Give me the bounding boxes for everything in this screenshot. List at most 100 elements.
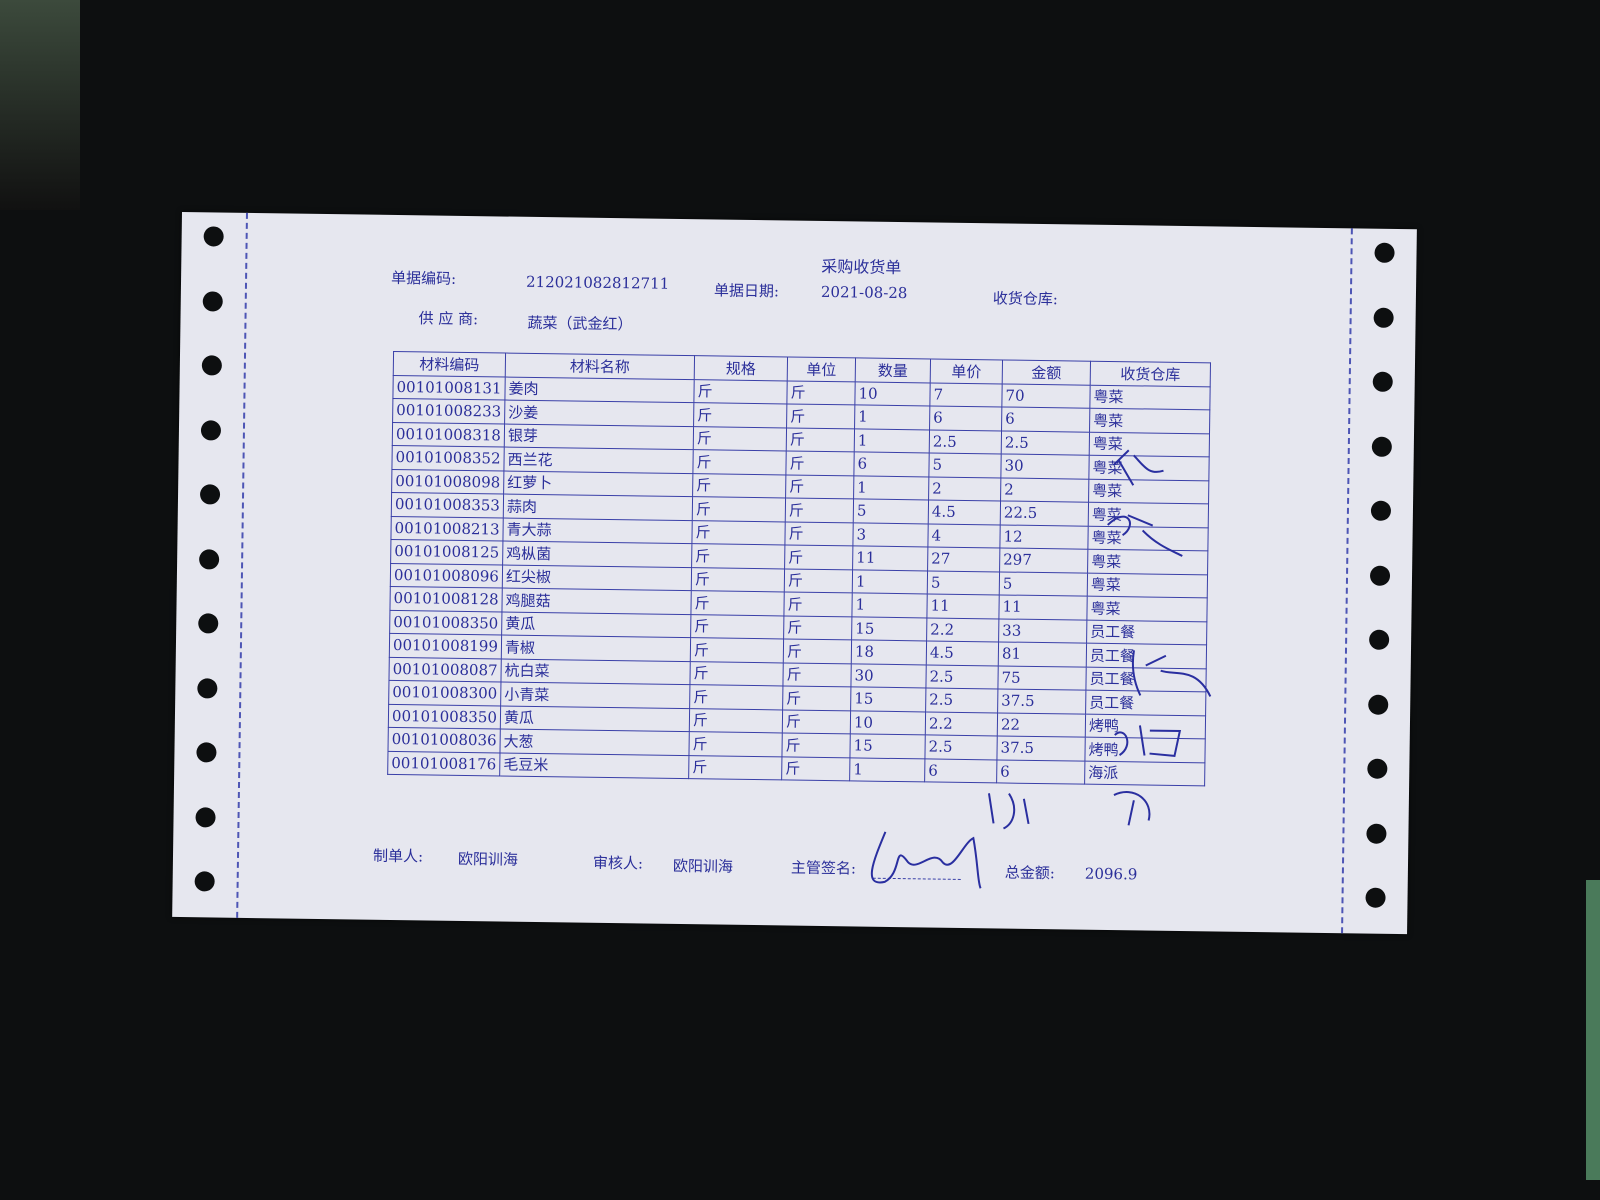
table-cell: 斤: [783, 615, 852, 640]
table-cell: 2.2: [926, 617, 999, 642]
table-cell: 11: [926, 593, 1000, 619]
table-cell: 斤: [688, 731, 783, 757]
column-header: 收货仓库: [1090, 361, 1211, 387]
feed-hole: [1371, 436, 1392, 457]
table-cell: 红萝卜: [503, 470, 693, 497]
table-cell: 37.5: [997, 688, 1086, 714]
table-cell: 4.5: [926, 640, 999, 666]
tractor-feed-strip-right: [1341, 228, 1417, 935]
feed-hole: [1368, 694, 1389, 715]
table-cell: 6: [996, 759, 1085, 785]
table-cell: 斤: [784, 521, 854, 546]
table-cell: 00101008352: [391, 445, 505, 471]
table-cell: 粤菜: [1088, 502, 1209, 528]
table-cell: 81: [998, 641, 1087, 667]
supplier-value: 蔬菜（武金红）: [527, 313, 633, 334]
date-value: 2021-08-28: [820, 282, 908, 303]
table-cell: 00101008213: [390, 515, 504, 542]
table-cell: 斤: [689, 708, 783, 733]
table-cell: 4.5: [928, 499, 1001, 525]
table-cell: 粤菜: [1089, 384, 1211, 410]
table-cell: 2.5: [925, 664, 999, 689]
table-cell: 鸡腿菇: [501, 588, 692, 615]
table-cell: 00101008096: [390, 562, 503, 589]
table-cell: 斤: [690, 637, 784, 663]
table-cell: 22: [997, 712, 1086, 738]
column-header: 数量: [855, 357, 931, 383]
table-cell: 1: [849, 757, 925, 782]
table-cell: 1: [854, 428, 930, 453]
feed-hole: [195, 806, 216, 828]
table-cell: 2: [1000, 477, 1089, 503]
feed-hole: [1365, 887, 1386, 908]
table-cell: 37.5: [996, 735, 1086, 761]
table-cell: 00101008131: [392, 374, 506, 401]
feed-hole: [200, 419, 222, 441]
table-cell: 70: [1001, 383, 1091, 409]
table-cell: 斤: [693, 379, 788, 404]
column-header: 材料名称: [505, 353, 695, 380]
table-cell: 斤: [693, 402, 787, 428]
table-cell: 10: [850, 710, 926, 735]
table-cell: 2.5: [929, 429, 1002, 454]
feed-hole: [199, 484, 221, 505]
table-cell: 5: [853, 498, 929, 524]
feed-hole: [1370, 500, 1392, 521]
table-cell: 斤: [783, 638, 852, 664]
table-cell: 粤菜: [1087, 549, 1208, 575]
table-cell: 烤鸭: [1084, 737, 1206, 763]
table-cell: 粤菜: [1088, 478, 1209, 504]
table-cell: 斤: [692, 473, 786, 498]
feed-hole: [198, 613, 219, 634]
table-cell: 75: [997, 665, 1087, 691]
table-cell: 员工餐: [1085, 666, 1207, 692]
table-cell: 斤: [784, 544, 853, 570]
table-cell: 00101008350: [389, 609, 502, 636]
table-cell: 斤: [693, 426, 787, 451]
table-cell: 00101008125: [390, 539, 503, 565]
column-header: 金额: [1002, 359, 1091, 385]
table-cell: 斤: [692, 449, 787, 475]
table-cell: 毛豆米: [499, 752, 689, 779]
column-header: 单价: [930, 358, 1003, 384]
table-cell: 2.5: [1001, 430, 1090, 456]
column-header: 单位: [787, 356, 856, 382]
table-cell: 斤: [690, 614, 784, 639]
reviewer-value: 欧阳训海: [672, 856, 734, 876]
supervisor-signature-label: 主管签名:: [790, 858, 857, 878]
table-cell: 员工餐: [1085, 690, 1206, 716]
table-cell: 00101008300: [388, 680, 501, 706]
table-cell: 6: [924, 758, 997, 783]
table-cell: 00101008176: [387, 750, 500, 776]
document-title: 采购收货单: [821, 256, 902, 278]
tractor-feed-strip-left: [172, 212, 248, 918]
warehouse-label: 收货仓库:: [992, 289, 1059, 309]
table-cell: 姜肉: [504, 376, 695, 403]
maker-label: 制单人:: [372, 846, 424, 866]
feed-hole: [1374, 242, 1395, 263]
table-cell: 海派: [1084, 760, 1205, 786]
feed-hole: [1372, 371, 1393, 392]
table-cell: 斤: [688, 755, 782, 780]
feed-hole: [199, 548, 220, 570]
table-cell: 员工餐: [1086, 643, 1207, 669]
table-cell: 3: [852, 522, 929, 547]
table-cell: 00101008098: [391, 468, 504, 495]
table-cell: 00101008353: [391, 492, 504, 518]
table-cell: 粤菜: [1087, 572, 1208, 598]
table-cell: 斤: [690, 590, 785, 616]
table-cell: 33: [998, 618, 1087, 644]
table-cell: 员工餐: [1086, 619, 1207, 645]
table-cell: 斤: [786, 380, 856, 405]
table-cell: 11: [852, 545, 928, 571]
table-cell: 斤: [785, 450, 855, 476]
table-cell: 鸡枞菌: [502, 541, 692, 568]
signature-6: [1113, 791, 1151, 826]
signature-line: [872, 877, 961, 880]
table-cell: 6: [1001, 406, 1090, 432]
table-cell: 斤: [781, 732, 851, 758]
table-cell: 粤菜: [1086, 596, 1208, 622]
table-cell: 5: [999, 571, 1088, 597]
table-cell: 18: [851, 639, 927, 665]
table-cell: 黄瓜: [501, 611, 691, 638]
